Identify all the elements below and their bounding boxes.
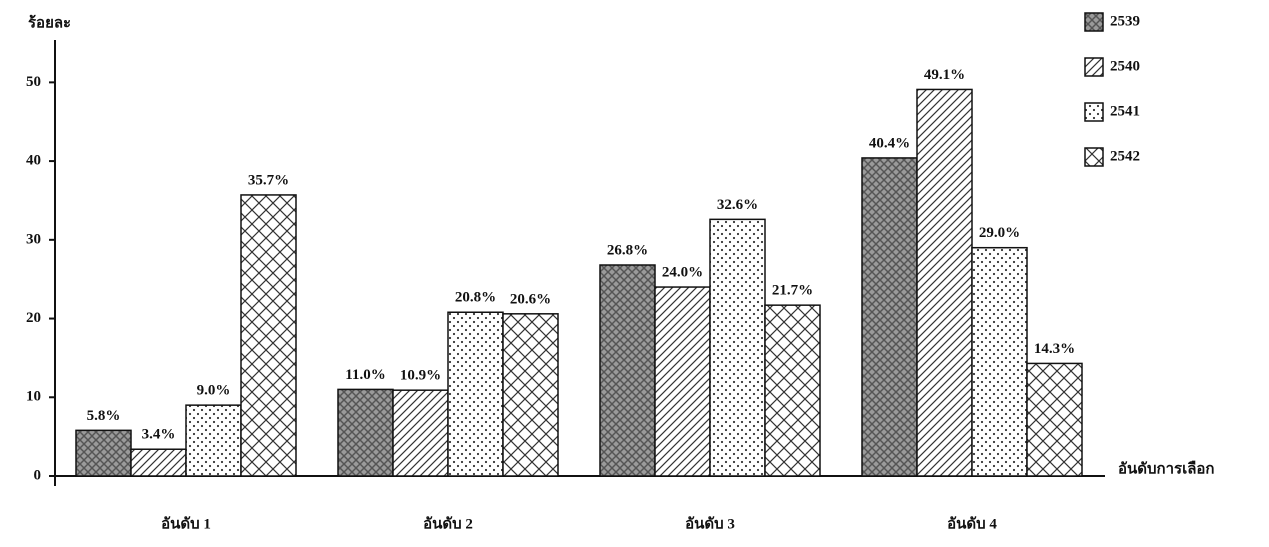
value-label: 35.7% — [248, 172, 289, 188]
y-tick-label: 30 — [26, 231, 41, 247]
x-tick-label: อันดับ 1 — [161, 515, 211, 532]
legend-label: 2540 — [1110, 58, 1140, 74]
value-label: 49.1% — [924, 67, 965, 83]
value-label: 11.0% — [345, 367, 385, 383]
bar — [185, 404, 242, 477]
value-label: 24.0% — [662, 264, 703, 280]
bar — [1026, 362, 1083, 477]
legend-swatch — [1084, 102, 1104, 122]
bar — [337, 388, 394, 477]
value-label: 20.6% — [510, 291, 551, 307]
value-label: 32.6% — [717, 197, 758, 213]
legend-label: 2542 — [1110, 148, 1140, 164]
bar — [654, 286, 711, 477]
y-tick-label: 10 — [26, 389, 41, 405]
y-tick-label: 40 — [26, 153, 41, 169]
value-label: 10.9% — [400, 368, 441, 384]
legend-swatch — [1084, 12, 1104, 32]
value-label: 40.4% — [869, 135, 910, 151]
y-tick-label: 0 — [34, 467, 42, 483]
bar — [971, 246, 1028, 477]
bar — [599, 264, 656, 477]
legend-label: 2539 — [1110, 13, 1140, 29]
value-label: 26.8% — [607, 242, 648, 258]
value-label: 29.0% — [979, 225, 1020, 241]
value-label: 3.4% — [142, 427, 176, 443]
x-axis-label: อันดับการเลือก — [1118, 460, 1215, 477]
value-label: 20.8% — [455, 290, 496, 306]
x-tick-label: อันดับ 4 — [947, 515, 997, 532]
y-axis-label: ร้อยละ — [28, 14, 71, 31]
bar — [861, 157, 918, 477]
bar — [75, 429, 132, 477]
bar — [130, 448, 187, 477]
value-label: 5.8% — [87, 408, 121, 424]
bar — [392, 389, 449, 477]
bar — [709, 218, 766, 477]
value-label: 14.3% — [1034, 341, 1075, 357]
x-tick-label: อันดับ 3 — [685, 515, 735, 532]
bar — [502, 313, 559, 477]
legend-swatch — [1084, 57, 1104, 77]
y-tick-label: 50 — [26, 74, 41, 90]
y-tick-label: 20 — [26, 310, 41, 326]
bar — [764, 304, 821, 477]
legend-swatch — [1084, 147, 1104, 167]
value-label: 21.7% — [772, 283, 813, 299]
bar — [240, 194, 297, 477]
value-label: 9.0% — [197, 383, 231, 399]
legend-label: 2541 — [1110, 103, 1140, 119]
x-tick-label: อันดับ 2 — [423, 515, 473, 532]
bar — [916, 88, 973, 477]
bar — [447, 311, 504, 477]
